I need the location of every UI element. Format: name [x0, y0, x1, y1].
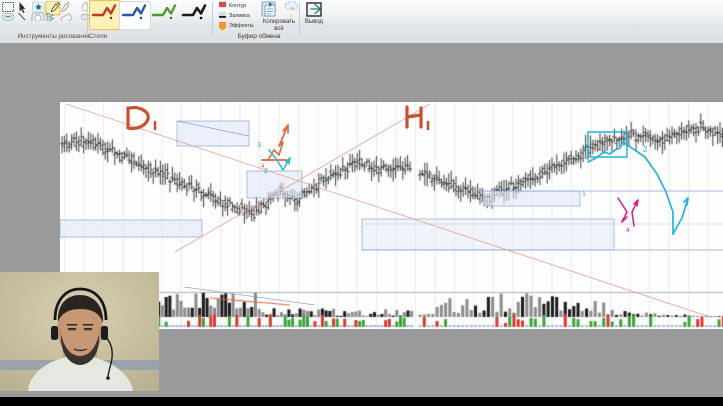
svg-text:Заливка: Заливка — [229, 13, 250, 19]
svg-text:Контур: Контур — [229, 3, 246, 9]
svg-text:2: 2 — [264, 168, 268, 175]
svg-text:2: 2 — [643, 145, 648, 154]
svg-text:3: 3 — [257, 142, 261, 149]
svg-text:1: 1 — [582, 191, 586, 198]
svg-text:4: 4 — [626, 228, 630, 234]
svg-text:Эффекты: Эффекты — [229, 23, 254, 29]
